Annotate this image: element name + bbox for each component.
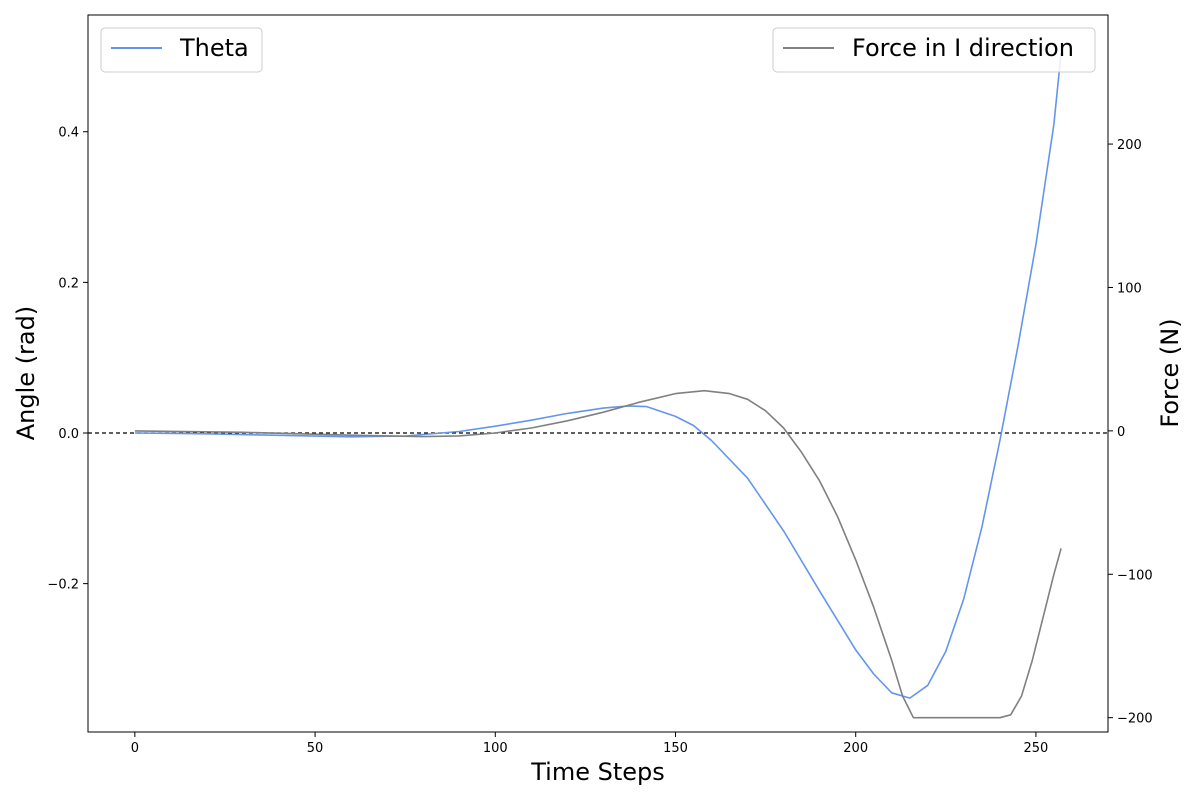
y-left-axis-title: Angle (rad)	[12, 306, 40, 440]
y-right-tick-label: 200	[1117, 138, 1142, 153]
series-line-force	[134, 389, 1062, 719]
legend-theta-label: Theta	[179, 34, 249, 62]
legend-force-box	[772, 27, 1096, 73]
plot-frame	[87, 14, 1109, 733]
y-left-tick-label: 0.0	[58, 427, 79, 442]
y-right-tick-label: −100	[1117, 568, 1153, 583]
y-left-tick-label: 0.4	[58, 126, 79, 141]
y-right-axis-title: Force (N)	[1156, 318, 1184, 427]
x-axis-title: Time Steps	[530, 758, 665, 786]
x-tick-label: 250	[1024, 741, 1049, 756]
x-tick-label: 200	[843, 741, 868, 756]
series-line-theta	[134, 52, 1062, 699]
y-right-tick-label: −200	[1117, 712, 1153, 727]
axis-ticks: 0 50 100 150 200 250 −0.2 0.0 0.2 0.4 −200 −100 0 100…	[47, 126, 1152, 756]
y-right-tick-label: 0	[1117, 425, 1125, 440]
x-tick-label: 0	[131, 741, 139, 756]
legend-theta-box	[100, 27, 263, 73]
y-left-tick-label: −0.2	[47, 578, 79, 593]
x-tick-label: 100	[483, 741, 508, 756]
x-tick-label: 150	[663, 741, 688, 756]
legend-force-label: Force in I direction	[852, 34, 1074, 62]
y-right-tick-label: 100	[1117, 281, 1142, 296]
legend-force: Force in I direction	[772, 27, 1096, 73]
legend-theta: Theta	[100, 27, 263, 73]
plot-area	[88, 52, 1108, 719]
x-tick-label: 50	[307, 741, 324, 756]
y-left-tick-label: 0.2	[58, 276, 79, 291]
